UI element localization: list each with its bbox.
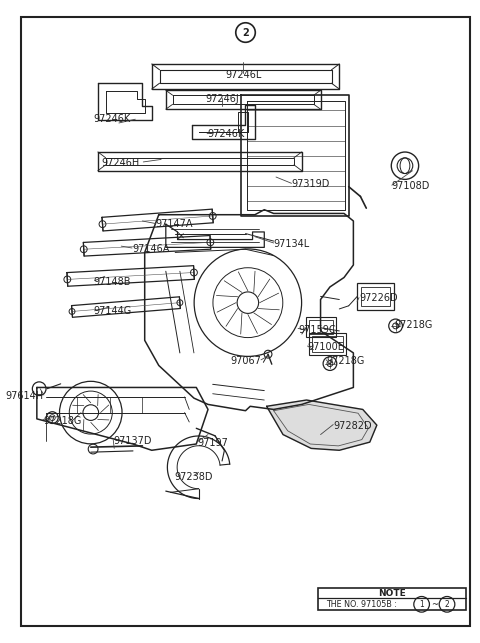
Text: 97146A: 97146A	[132, 244, 169, 253]
Bar	[312, 336, 343, 352]
Text: 97246J: 97246J	[205, 94, 239, 104]
Text: 97282D: 97282D	[333, 421, 372, 431]
Text: 1: 1	[419, 600, 424, 609]
Bar	[309, 333, 346, 355]
Text: NOTE: NOTE	[378, 589, 406, 598]
Text: 97100E: 97100E	[307, 342, 344, 352]
Text: 97246K: 97246K	[207, 129, 244, 140]
Text: 97137D: 97137D	[113, 437, 152, 446]
Text: 97134L: 97134L	[274, 239, 310, 249]
Text: 97218G: 97218G	[395, 320, 433, 330]
Bar	[361, 287, 390, 306]
Text: THE NO. 97105B :: THE NO. 97105B :	[326, 600, 397, 609]
Text: 97067: 97067	[230, 356, 261, 366]
Text: 97144G: 97144G	[93, 307, 132, 316]
Text: 97246L: 97246L	[225, 69, 262, 80]
Text: 97226D: 97226D	[359, 293, 397, 303]
Text: 97218G: 97218G	[43, 416, 81, 426]
Text: 2: 2	[242, 28, 249, 37]
Text: 97147A: 97147A	[156, 219, 193, 229]
Text: 97148B: 97148B	[93, 277, 131, 287]
Bar	[310, 320, 333, 334]
Bar	[318, 588, 466, 610]
Text: 97319D: 97319D	[291, 179, 330, 189]
Text: 97246H: 97246H	[102, 158, 140, 168]
Text: 2: 2	[444, 600, 449, 609]
Text: 97197: 97197	[198, 438, 228, 448]
Text: 97246K: 97246K	[94, 114, 131, 124]
Polygon shape	[266, 400, 377, 450]
Text: ~: ~	[431, 600, 438, 609]
Text: 97238D: 97238D	[175, 472, 213, 482]
Bar	[357, 283, 394, 310]
Text: 97159C: 97159C	[298, 325, 336, 334]
Bar	[307, 317, 336, 336]
Text: 97218G: 97218G	[326, 356, 365, 366]
Text: 97108D: 97108D	[392, 181, 430, 191]
Text: 97614H: 97614H	[6, 391, 44, 401]
